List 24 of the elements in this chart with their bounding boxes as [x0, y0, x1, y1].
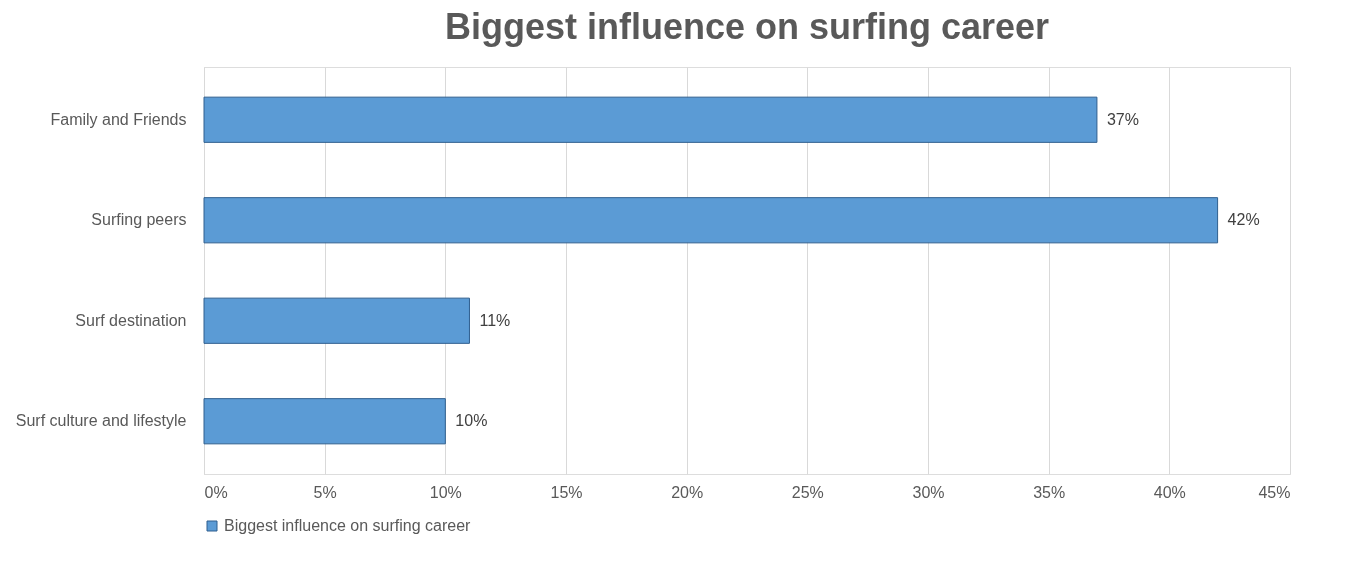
data-label: 37% [1106, 110, 1139, 128]
bar [203, 96, 1098, 143]
x-tick-label: 30% [912, 483, 945, 501]
x-tick-label: 5% [313, 483, 337, 501]
legend-label: Biggest influence on surfing career [224, 517, 472, 534]
y-tick-label: Surfing peers [91, 211, 187, 229]
chart-title: Biggest influence on surfing career [444, 6, 1050, 47]
bar [203, 398, 446, 445]
x-tick-label: 20% [671, 483, 704, 501]
y-tick-label: Surf culture and lifestyle [15, 412, 187, 430]
x-tick-label: 25% [791, 483, 824, 501]
bar [203, 197, 1219, 244]
data-label: 42% [1227, 211, 1260, 229]
x-tick-label: 0% [204, 483, 228, 501]
x-tick-label: 40% [1153, 483, 1186, 501]
bar [203, 297, 470, 344]
x-tick-label: 35% [1033, 483, 1066, 501]
data-label: 10% [455, 412, 488, 430]
x-tick-label: 45% [1258, 483, 1291, 501]
x-tick-label: 15% [550, 483, 583, 501]
y-tick-label: Surf destination [75, 311, 187, 329]
y-tick-label: Family and Friends [50, 110, 187, 128]
x-tick-label: 10% [429, 483, 462, 501]
data-label: 11% [479, 311, 511, 329]
